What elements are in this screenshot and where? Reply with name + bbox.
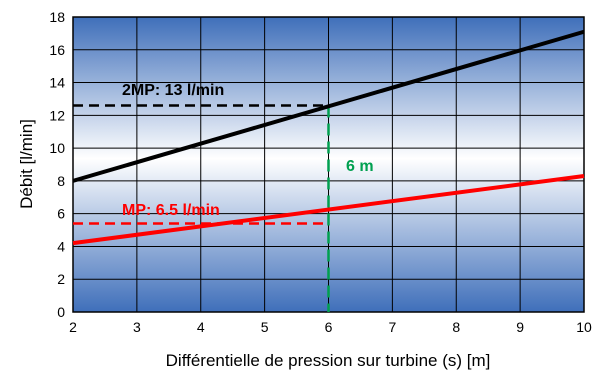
x-tick-label: 8	[452, 319, 460, 335]
annotation-6m: 6 m	[346, 158, 374, 175]
y-tick-label: 6	[57, 206, 65, 222]
y-tick-label: 8	[57, 173, 65, 189]
x-tick-label: 6	[325, 319, 333, 335]
y-tick-label: 0	[57, 304, 65, 320]
y-tick-label: 18	[49, 9, 65, 25]
y-tick-label: 14	[49, 75, 65, 91]
x-tick-label: 2	[69, 319, 77, 335]
y-tick-label: 2	[57, 271, 65, 287]
y-tick-label: 4	[57, 238, 65, 254]
x-axis-label: Différentielle de pression sur turbine (…	[166, 351, 491, 370]
series-line-1	[72, 173, 585, 246]
series-line-0	[72, 29, 585, 183]
y-tick-label: 12	[49, 107, 65, 123]
x-tick-label: 7	[388, 319, 396, 335]
annotation-2mp: 2MP: 13 l/min	[122, 82, 224, 99]
x-tick-label: 9	[516, 319, 524, 335]
reference-lines	[73, 104, 330, 312]
y-axis-label: Débit [l/min]	[17, 119, 36, 209]
y-tick-label: 16	[49, 42, 65, 58]
x-tick-label: 3	[133, 319, 141, 335]
annotation-mp: MP: 6.5 l/min	[122, 202, 220, 219]
x-tick-label: 10	[576, 319, 592, 335]
x-tick-label: 5	[261, 319, 269, 335]
y-tick-label: 10	[49, 140, 65, 156]
series-group	[72, 29, 585, 246]
x-tick-label: 4	[197, 319, 205, 335]
